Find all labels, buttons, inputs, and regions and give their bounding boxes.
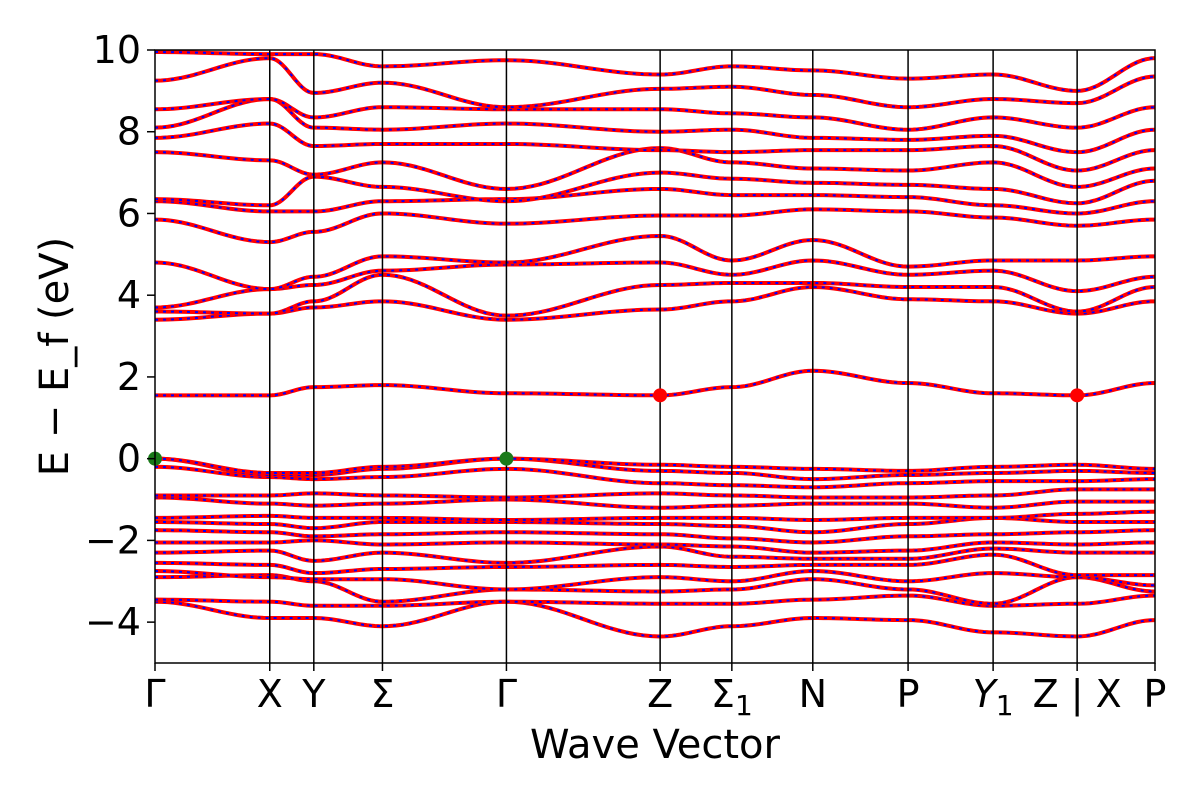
- band-line-dft-9: [155, 509, 1155, 522]
- band-line-fit-2: [155, 574, 1155, 605]
- x-tick-label-8: P: [897, 672, 920, 716]
- vbm-marker-1: [499, 451, 514, 466]
- x-tick-label-7: N: [799, 672, 827, 716]
- high-symmetry-lines: [269, 50, 1078, 663]
- y-axis-label: E − E_f (eV): [32, 237, 78, 476]
- band-line-dft-28: [155, 50, 1155, 93]
- x-tick-label-5: Z: [647, 672, 673, 716]
- band-line-dft-25: [155, 97, 1155, 155]
- x-tick-label-1: X: [257, 672, 283, 716]
- y-tick-label-4: 4: [117, 273, 141, 317]
- band-line-dft-19: [155, 233, 1155, 292]
- x-tick-label-2: Y: [301, 672, 326, 716]
- band-line-fit-5: [155, 545, 1155, 564]
- band-line-dft-23: [155, 146, 1155, 191]
- x-axis-label: Wave Vector: [530, 722, 781, 768]
- band-line-fit-17: [155, 273, 1155, 317]
- cbm-marker-2: [653, 388, 668, 403]
- y-tick-label-5: 6: [117, 191, 141, 235]
- y-tick-label-6: 8: [117, 110, 141, 154]
- band-line-fit-28: [155, 51, 1155, 92]
- band-line-fit-18: [155, 259, 1155, 309]
- x-tick-label-4: Γ: [496, 672, 517, 716]
- band-line-dft-10: [155, 495, 1155, 510]
- band-line-dft-11: [155, 487, 1155, 500]
- x-tick-label-3: Σ: [370, 672, 394, 716]
- x-tick-label-9: Y1: [973, 672, 1014, 722]
- band-line-dft-24: [155, 121, 1155, 173]
- x-tick-label-11: P: [1144, 672, 1167, 716]
- band-lines: [155, 50, 1155, 639]
- band-line-dft-8: [155, 515, 1155, 535]
- x-tick-label-10: Z | X: [1033, 672, 1122, 717]
- band-edge-markers: [148, 388, 1085, 466]
- band-line-dft-21: [155, 186, 1155, 216]
- band-line-fit-12: [155, 465, 1155, 489]
- band-line-fit-4: [155, 553, 1155, 577]
- band-line-fit-15: [155, 369, 1155, 397]
- band-line-fit-0: [155, 600, 1155, 638]
- band-line-fit-23: [155, 147, 1155, 190]
- band-line-fit-13: [155, 457, 1155, 481]
- band-line-fit-26: [155, 98, 1155, 131]
- band-line-dft-3: [155, 569, 1155, 592]
- y-tick-label-1: −2: [85, 518, 141, 562]
- band-line-fit-27: [155, 57, 1155, 109]
- y-tick-label-2: 0: [117, 437, 141, 481]
- band-line-dft-13: [155, 456, 1155, 482]
- band-line-dft-1: [155, 593, 1155, 608]
- band-line-fit-22: [155, 171, 1155, 207]
- y-axis-ticks: −4 −2 0 2 4 6 8 10: [85, 28, 155, 644]
- x-tick-label-6: Σ1: [711, 672, 753, 722]
- y-tick-label-3: 2: [117, 355, 141, 399]
- band-line-fit-21: [155, 187, 1155, 215]
- plot-frame: [154, 49, 1156, 664]
- y-tick-label-7: 10: [93, 28, 141, 72]
- band-line-fit-14: [155, 457, 1155, 474]
- band-line-dft-20: [155, 207, 1155, 245]
- y-tick-label-0: −4: [85, 600, 141, 644]
- cbm-marker-3: [1070, 388, 1085, 403]
- x-tick-label-0: Γ: [144, 672, 165, 716]
- band-line-dft-6: [155, 538, 1155, 555]
- x-axis-ticks: Γ X Y Σ Γ Z Σ1 N P Y1 Z | X P: [144, 663, 1166, 722]
- band-line-dft-7: [155, 528, 1155, 545]
- band-line-fit-16: [155, 286, 1155, 321]
